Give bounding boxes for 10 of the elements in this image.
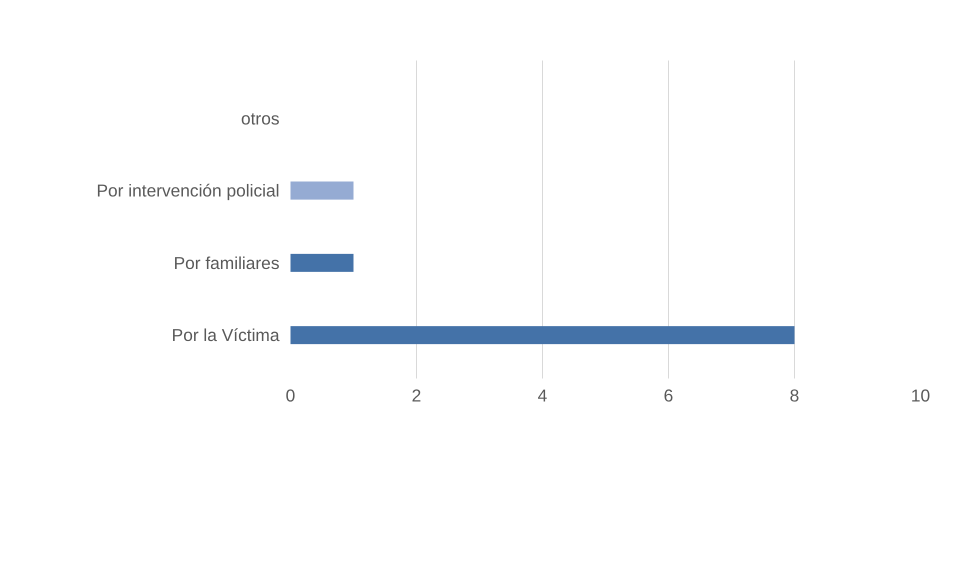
y-tick-label: Por familiares	[174, 252, 280, 273]
x-tick-label: 0	[286, 386, 296, 406]
x-tick-label: 4	[538, 386, 548, 406]
x-tick-label: 8	[790, 386, 800, 406]
x-tick-label: 6	[664, 386, 674, 406]
y-tick-label: Por la Víctima	[172, 325, 280, 346]
x-tick-label: 10	[910, 386, 930, 406]
x-tick-label: 2	[412, 386, 422, 406]
y-tick-label: Por intervención policial	[96, 180, 280, 201]
y-tick-label: otros	[240, 108, 280, 128]
